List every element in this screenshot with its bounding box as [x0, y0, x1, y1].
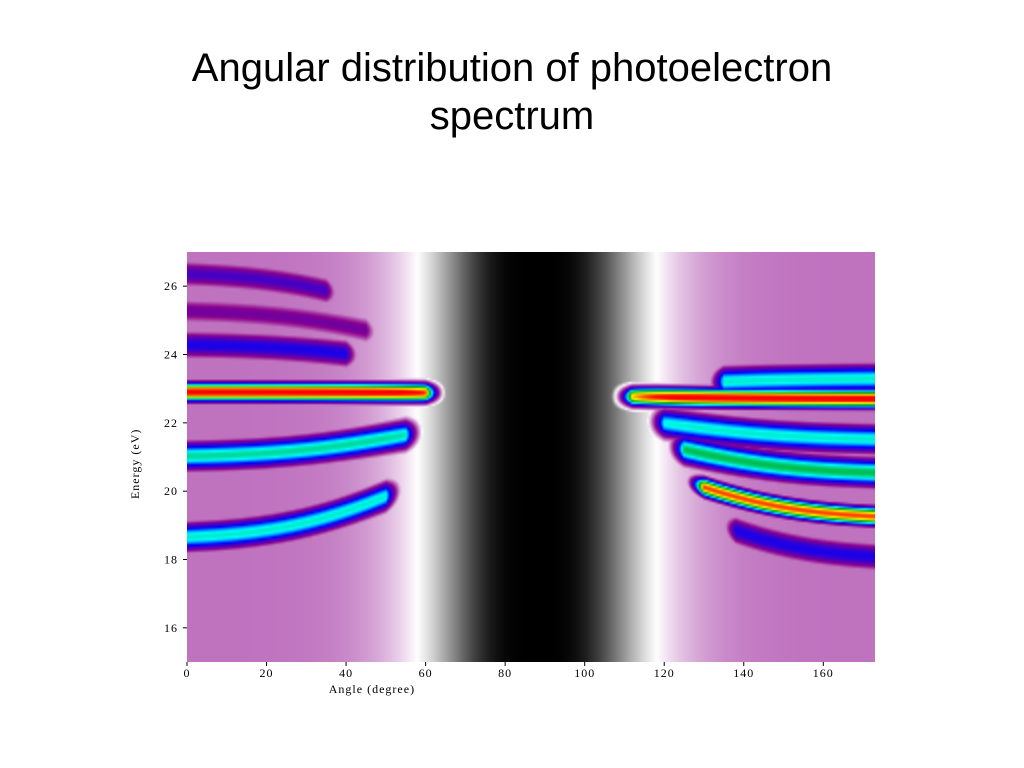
x-tick-label: 0 [184, 666, 191, 680]
y-axis-label: Energy (eV) [128, 429, 142, 499]
x-tick-label: 140 [733, 666, 754, 680]
slide-title-line2: spectrum [429, 94, 595, 138]
x-tick-label: 40 [339, 666, 353, 680]
x-tick-label: 100 [574, 666, 595, 680]
y-tick-label: 20 [164, 484, 178, 498]
y-axis: 16 18 20 22 24 26 [164, 279, 187, 635]
heatmap-image [187, 252, 875, 662]
x-tick-label: 120 [654, 666, 675, 680]
y-tick-label: 22 [164, 416, 178, 430]
slide-title: Angular distribution of photoelectron sp… [0, 44, 1024, 140]
x-tick-label: 60 [419, 666, 433, 680]
y-tick-label: 26 [164, 279, 178, 293]
plot-area [187, 252, 875, 662]
x-tick-label: 160 [813, 666, 834, 680]
x-axis-label: Angle (degree) [329, 682, 415, 696]
slide-title-line1: Angular distribution of photoelectron [191, 46, 833, 90]
x-tick-label: 20 [260, 666, 274, 680]
x-tick-label: 80 [498, 666, 512, 680]
y-tick-label: 24 [164, 348, 178, 362]
x-axis: 0 20 40 60 80 100 120 140 160 [184, 662, 834, 680]
y-tick-label: 18 [164, 553, 178, 567]
y-tick-label: 16 [164, 621, 178, 635]
